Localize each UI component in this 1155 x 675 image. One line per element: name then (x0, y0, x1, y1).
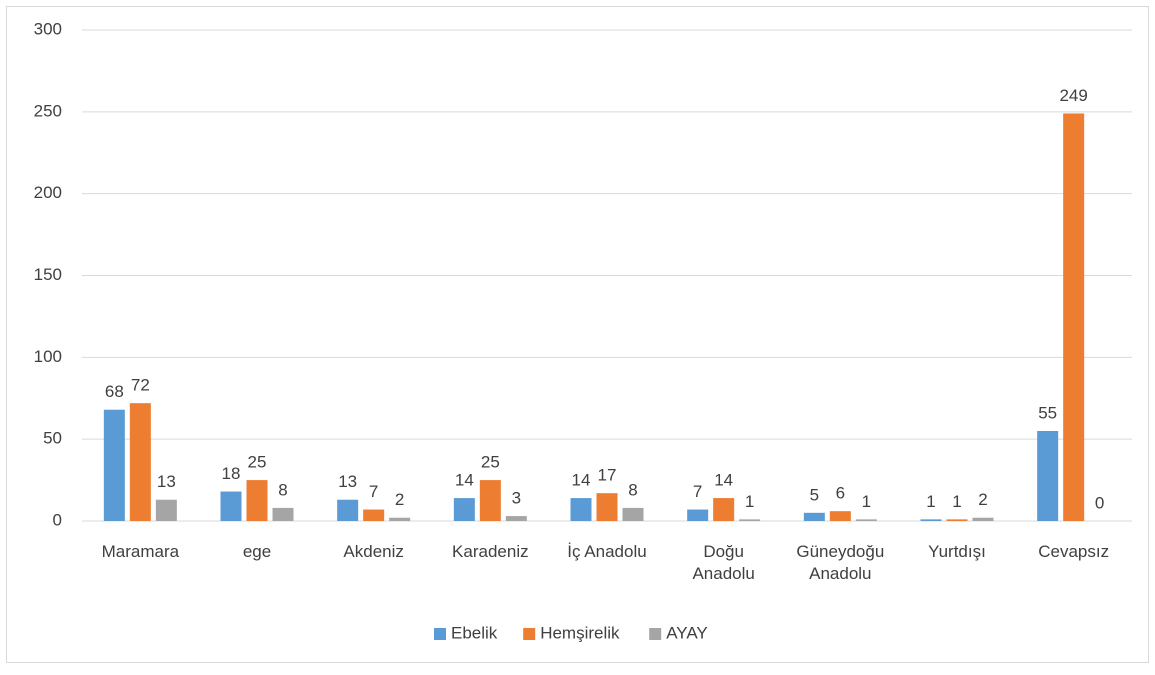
data-label: 7 (693, 482, 702, 501)
data-label: 8 (278, 480, 287, 499)
y-tick-label: 50 (43, 429, 62, 448)
bar (389, 517, 411, 521)
data-label: 68 (105, 382, 124, 401)
data-label: 5 (810, 485, 819, 504)
bar (596, 493, 618, 521)
x-tick-label: Maramara (101, 542, 180, 561)
x-tick-label: İç Anadolu (567, 542, 647, 561)
legend-swatch (523, 628, 536, 640)
bar (155, 499, 177, 521)
x-tick-label: ege (242, 542, 272, 561)
bar (1037, 430, 1059, 521)
data-label: 14 (714, 471, 733, 490)
y-tick-label: 200 (34, 183, 62, 202)
y-tick-label: 150 (34, 265, 62, 284)
y-tick-label: 0 (53, 510, 62, 529)
legend-swatch (434, 628, 446, 640)
data-label: 14 (572, 471, 591, 490)
data-label: 1 (926, 492, 935, 511)
data-label: 1 (745, 492, 754, 511)
data-label: 13 (157, 472, 176, 491)
bar (855, 519, 877, 521)
x-tick-label: Doğu Anadolu (692, 542, 755, 583)
data-label: 25 (248, 453, 267, 472)
bar (479, 480, 501, 521)
legend-label: Hemşirelik (540, 623, 620, 642)
legend-label: Ebelik (451, 623, 498, 642)
bar (363, 509, 385, 521)
y-tick-label: 250 (34, 101, 62, 120)
data-label: 249 (1059, 86, 1087, 105)
data-label: 25 (481, 453, 500, 472)
data-label: 1 (952, 492, 961, 511)
data-label: 1 (862, 492, 871, 511)
data-label: 2 (978, 490, 987, 509)
bar (972, 517, 994, 521)
bar (246, 480, 268, 521)
bar (946, 519, 968, 521)
bar (272, 507, 294, 521)
bar (1063, 113, 1085, 521)
bar (622, 507, 644, 521)
data-label: 7 (369, 482, 378, 501)
legend-label: AYAY (666, 623, 708, 642)
bar (103, 409, 125, 521)
data-label: 6 (836, 484, 845, 503)
bar (129, 403, 151, 521)
data-label: 2 (395, 490, 404, 509)
data-label: 0 (1095, 493, 1104, 512)
x-tick-label: Karadeniz (452, 542, 529, 561)
bar (220, 491, 242, 521)
x-tick-label: Cevapsız (1038, 542, 1110, 561)
data-label: 17 (598, 466, 617, 485)
bar (687, 509, 709, 521)
legend-swatch (649, 628, 662, 640)
data-label: 55 (1038, 403, 1057, 422)
data-label: 8 (628, 480, 637, 499)
bar (337, 499, 359, 521)
x-tick-label: Akdeniz (343, 542, 404, 561)
chart-border (6, 6, 1149, 663)
data-label: 3 (512, 489, 521, 508)
y-tick-label: 300 (34, 19, 62, 38)
data-label: 72 (131, 376, 150, 395)
bar (505, 516, 527, 521)
y-tick-label: 100 (34, 347, 62, 366)
bar (920, 519, 942, 521)
bar (453, 498, 475, 521)
data-label: 18 (222, 464, 241, 483)
bar (829, 511, 851, 521)
bar (713, 498, 735, 521)
data-label: 14 (455, 471, 474, 490)
bar (570, 498, 592, 521)
x-tick-label: Güneydoğu Anadolu (796, 542, 885, 583)
bar (803, 512, 825, 521)
x-tick-label: Yurtdışı (928, 542, 986, 561)
data-label: 13 (338, 472, 357, 491)
bar (739, 519, 761, 521)
